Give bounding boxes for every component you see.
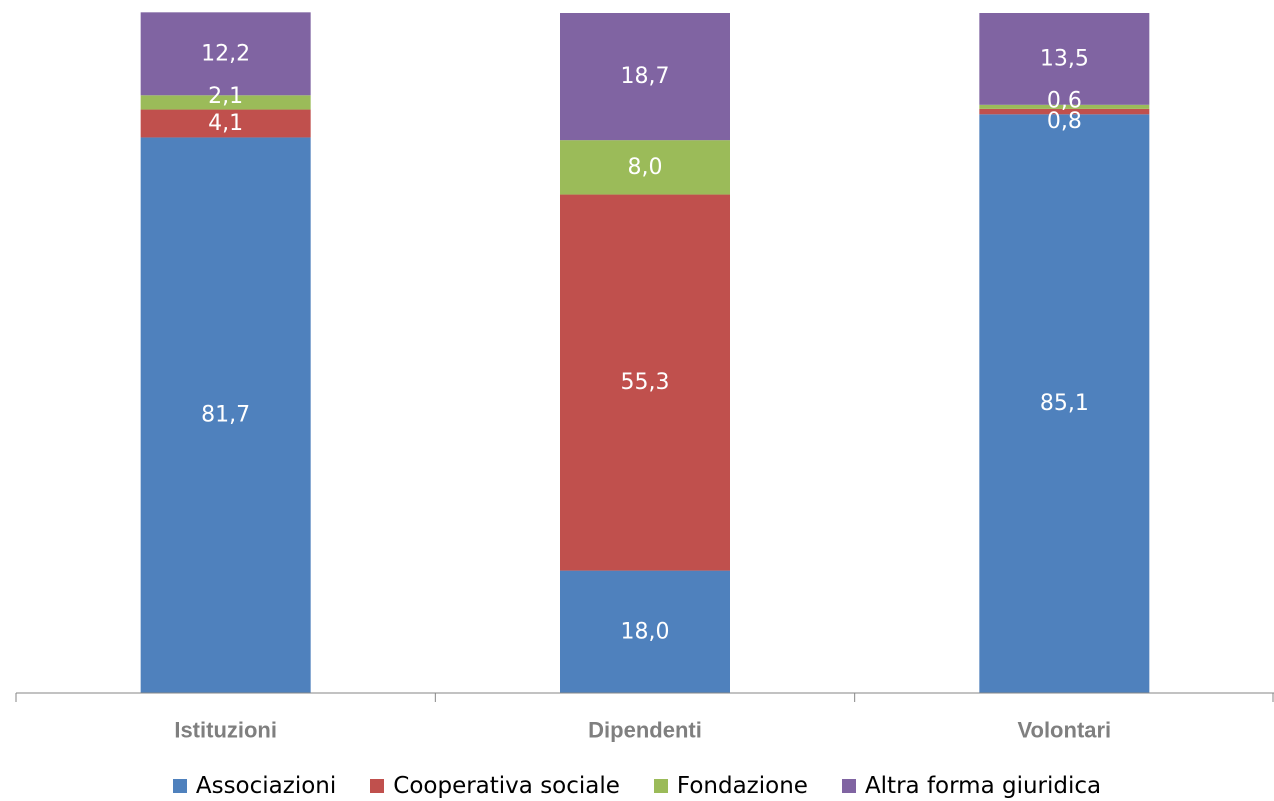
stacked-bar-chart: Istituzioni Dipendenti Volontari 81,7 4,12,… — [15, 12, 1274, 743]
data-label: 81,7 — [201, 403, 250, 428]
legend: Associazioni Cooperativa sociale Fondazion… — [0, 770, 1274, 801]
bar-segment — [979, 104, 1150, 109]
bars-group — [140, 12, 1150, 693]
category-label: Dipendenti — [588, 718, 702, 743]
bar-segment — [140, 109, 311, 138]
legend-item: Altra forma giuridica — [841, 772, 1102, 799]
data-label: 18,0 — [621, 619, 670, 644]
data-label: 4,1 — [208, 111, 243, 136]
bar-segment — [979, 114, 1150, 693]
legend-label: Associazioni — [195, 772, 337, 799]
bar-segment — [979, 13, 1150, 105]
legend-swatch — [172, 778, 187, 793]
data-label: 2,1 — [208, 84, 243, 109]
bar-segment — [560, 194, 730, 571]
legend-label: Altra forma giuridica — [864, 772, 1102, 799]
legend-item: Fondazione — [653, 772, 808, 799]
bar-segment — [140, 95, 311, 110]
category-label: Istituzioni — [174, 718, 277, 743]
legend-item: Associazioni — [172, 772, 337, 799]
legend-label: Cooperativa sociale — [393, 772, 620, 799]
legend-swatch — [653, 778, 668, 793]
legend-swatch — [370, 778, 385, 793]
data-label: 55,3 — [621, 370, 670, 395]
bar-segment — [560, 570, 730, 693]
data-label: 0,8 — [1047, 109, 1082, 134]
bar-segment — [979, 108, 1150, 115]
bar-segment — [140, 137, 311, 693]
data-labels-group: 81,7 4,12,1 12,2 18,0 55,3 8,0 18,7 85,1 0,80,6 1… — [201, 41, 1089, 644]
bar-segment — [140, 12, 311, 96]
data-label: 0,6 — [1047, 88, 1082, 113]
bar-segment — [560, 13, 730, 141]
data-label: 12,2 — [201, 41, 250, 66]
data-label: 18,7 — [621, 64, 670, 89]
legend-swatch — [841, 778, 856, 793]
data-label: 8,0 — [628, 155, 663, 180]
category-label: Volontari — [1017, 718, 1111, 743]
data-label: 85,1 — [1040, 391, 1089, 416]
legend-item: Cooperativa sociale — [370, 773, 620, 799]
data-label: 13,5 — [1040, 46, 1089, 71]
legend-label: Fondazione — [676, 772, 808, 799]
x-axis: Istituzioni Dipendenti Volontari — [15, 692, 1274, 743]
bar-segment — [560, 140, 730, 195]
